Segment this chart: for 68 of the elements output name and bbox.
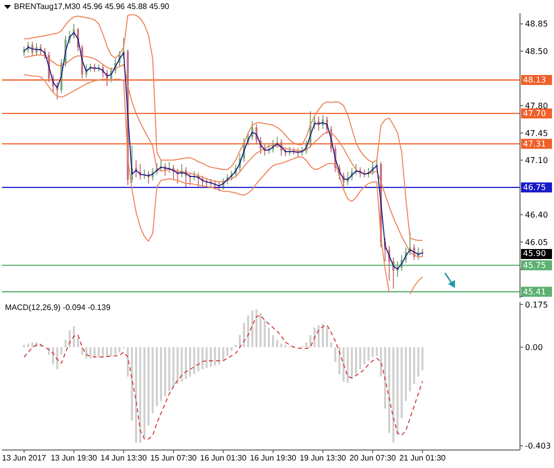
bar (135, 347, 138, 443)
bar (314, 328, 316, 348)
bar (210, 347, 212, 367)
bar (85, 347, 88, 358)
bar (318, 325, 320, 348)
bar (201, 347, 204, 370)
bar (305, 342, 308, 348)
bar (193, 347, 196, 374)
bar (272, 335, 274, 348)
x-tick-label: 14 Jun 13:30 (100, 454, 148, 463)
bar (392, 347, 394, 443)
x-tick-label: 19 Jun 13:30 (300, 454, 347, 463)
bar (367, 347, 370, 361)
bar (400, 347, 403, 418)
y-tick-label: 0.00 (525, 343, 543, 352)
bar (234, 344, 237, 348)
bar (60, 347, 62, 355)
x-tick-label: 15 Jun 07:30 (150, 454, 198, 463)
bar (230, 347, 233, 351)
bar (342, 347, 345, 382)
bar (139, 347, 142, 443)
bar (284, 344, 286, 348)
line-series (24, 314, 423, 440)
bar (180, 347, 183, 382)
bar (338, 347, 340, 374)
bar (376, 347, 378, 356)
bar (408, 347, 411, 392)
bar (326, 328, 328, 348)
bar (384, 347, 386, 408)
bar (160, 347, 162, 402)
bar (242, 322, 245, 348)
bar (380, 347, 382, 377)
x-tick-label: 13 Jun 2017 (2, 454, 47, 463)
bar (238, 335, 241, 348)
bar (81, 347, 84, 355)
bar (118, 347, 120, 352)
x-tick-label: 13 Jun 19:30 (50, 454, 98, 463)
bar (330, 342, 332, 348)
bar (130, 347, 133, 421)
bar (264, 320, 266, 348)
x-tick-label: 20 Jun 07:30 (350, 454, 396, 463)
x-tick-label: 21 Jun 01:30 (399, 454, 446, 463)
y-tick-label: -0.403 (525, 442, 551, 451)
bar (110, 347, 112, 356)
bar (98, 347, 100, 358)
bar (359, 347, 362, 370)
bar (64, 340, 67, 348)
bar (417, 347, 420, 377)
bar (251, 310, 254, 348)
y-tick-label: 0.175 (525, 300, 548, 310)
bar (309, 335, 312, 348)
bar (152, 347, 154, 414)
bar (76, 337, 79, 348)
bar (168, 347, 170, 392)
bar (31, 342, 34, 348)
bar (247, 315, 250, 348)
bar (222, 347, 224, 361)
x-tick-label: 16 Jun 01:30 (200, 454, 247, 463)
bar (334, 347, 336, 362)
bar (346, 347, 349, 383)
bar (27, 344, 30, 348)
bar (72, 326, 75, 348)
bar (388, 347, 390, 433)
chart-title: MACD(12,26,9) -0.094 -0.139 (5, 303, 110, 313)
x-tick-label: 16 Jun 19:30 (250, 454, 297, 463)
bar (56, 347, 58, 370)
bar (52, 347, 54, 364)
bar (276, 340, 278, 348)
